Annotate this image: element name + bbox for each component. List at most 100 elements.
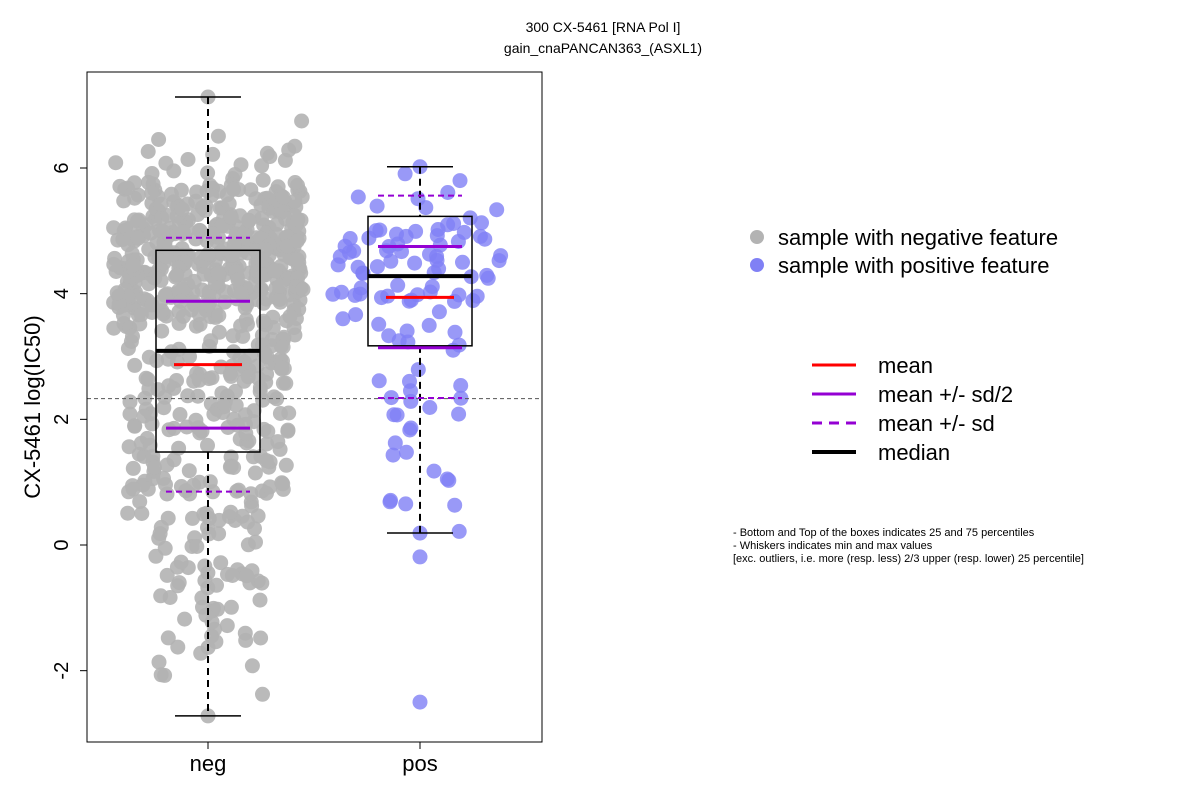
data-point-pos — [447, 324, 463, 340]
data-point-neg — [186, 273, 202, 289]
data-point-neg — [275, 339, 291, 355]
data-point-neg — [106, 220, 122, 236]
data-point-neg — [206, 406, 222, 422]
data-point-neg — [223, 599, 239, 615]
y-axis: -2 0 2 4 6 — [51, 162, 88, 680]
data-point-neg — [106, 256, 122, 272]
data-point-pos — [390, 277, 406, 293]
data-point-pos — [403, 383, 418, 399]
data-point-neg — [211, 308, 227, 323]
data-point-neg — [253, 449, 269, 464]
data-point-neg — [289, 252, 305, 267]
data-point-pos — [407, 255, 423, 271]
data-point-pos — [412, 694, 428, 710]
data-point-neg — [204, 370, 220, 386]
data-point-pos — [480, 270, 496, 286]
data-point-neg — [246, 403, 262, 419]
data-point-neg — [221, 196, 237, 212]
legend-marker-pos — [750, 258, 764, 272]
data-point-neg — [157, 287, 173, 303]
data-point-neg — [219, 618, 235, 634]
data-point-neg — [126, 212, 142, 228]
data-point-neg — [209, 577, 224, 593]
data-point-neg — [152, 526, 168, 542]
data-point-neg — [251, 371, 266, 386]
data-point-neg — [125, 481, 141, 497]
data-point-neg — [226, 460, 242, 475]
footnotes: - Bottom and Top of the boxes indicates … — [733, 527, 1084, 565]
y-tick-label: 4 — [51, 288, 73, 299]
data-point-neg — [218, 284, 233, 300]
data-point-neg — [170, 639, 186, 655]
data-point-neg — [287, 138, 303, 154]
data-point-neg — [269, 216, 285, 232]
data-point-neg — [153, 196, 169, 212]
legend-label-pos: sample with positive feature — [778, 253, 1049, 278]
data-point-neg — [226, 237, 242, 253]
data-point-neg — [109, 285, 125, 301]
data-point-neg — [159, 567, 175, 583]
data-point-neg — [191, 306, 207, 322]
data-point-neg — [158, 155, 174, 171]
data-point-neg — [228, 383, 243, 399]
data-point-pos — [441, 472, 457, 488]
data-point-pos — [453, 378, 469, 393]
data-point-pos — [489, 202, 505, 218]
data-point-neg — [143, 225, 159, 241]
data-point-neg — [163, 186, 179, 202]
data-point-neg — [267, 263, 283, 279]
data-point-neg — [252, 592, 268, 608]
data-point-neg — [148, 548, 164, 564]
data-point-neg — [210, 128, 226, 144]
data-point-neg — [255, 172, 271, 188]
data-point-neg — [130, 187, 146, 203]
legend-marker-neg — [750, 230, 764, 244]
data-point-pos — [355, 265, 371, 281]
data-point-neg — [262, 479, 278, 495]
data-point-neg — [180, 152, 196, 167]
data-point-neg — [254, 575, 270, 591]
data-point-neg — [272, 406, 288, 421]
data-point-pos — [426, 463, 442, 479]
data-point-neg — [275, 189, 291, 205]
data-point-neg — [112, 178, 128, 194]
data-point-pos — [325, 286, 341, 302]
data-point-neg — [205, 484, 221, 500]
data-point-neg — [153, 272, 169, 288]
data-point-neg — [169, 267, 185, 283]
legend-points: sample with negative feature sample with … — [750, 225, 1058, 278]
data-point-neg — [248, 191, 264, 207]
data-point-neg — [233, 285, 249, 301]
data-point-neg — [121, 439, 137, 455]
data-point-neg — [204, 188, 220, 203]
data-point-neg — [175, 281, 191, 297]
data-point-neg — [213, 555, 229, 571]
data-point-neg — [287, 175, 303, 190]
data-point-neg — [151, 132, 167, 147]
data-point-neg — [134, 506, 150, 521]
data-point-pos — [418, 200, 434, 216]
data-point-neg — [174, 201, 190, 217]
data-point-neg — [259, 436, 275, 452]
data-point-neg — [185, 510, 200, 526]
data-point-neg — [116, 193, 132, 209]
data-point-neg — [254, 158, 270, 174]
data-point-pos — [403, 420, 419, 436]
data-point-neg — [255, 686, 270, 702]
data-point-neg — [157, 389, 173, 405]
data-point-pos — [348, 307, 364, 323]
points-layer — [106, 89, 509, 724]
data-point-pos — [350, 189, 366, 205]
data-point-pos — [337, 238, 353, 254]
x-tick-label-neg: neg — [190, 751, 227, 776]
data-point-pos — [447, 497, 463, 513]
y-tick-label: 6 — [51, 162, 73, 173]
data-point-neg — [224, 568, 240, 583]
data-point-neg — [223, 504, 239, 520]
x-tick-label-pos: pos — [402, 751, 437, 776]
data-point-neg — [120, 341, 136, 356]
data-point-pos — [374, 290, 389, 306]
data-point-pos — [382, 494, 398, 510]
data-point-neg — [122, 394, 138, 410]
data-point-neg — [208, 634, 224, 650]
